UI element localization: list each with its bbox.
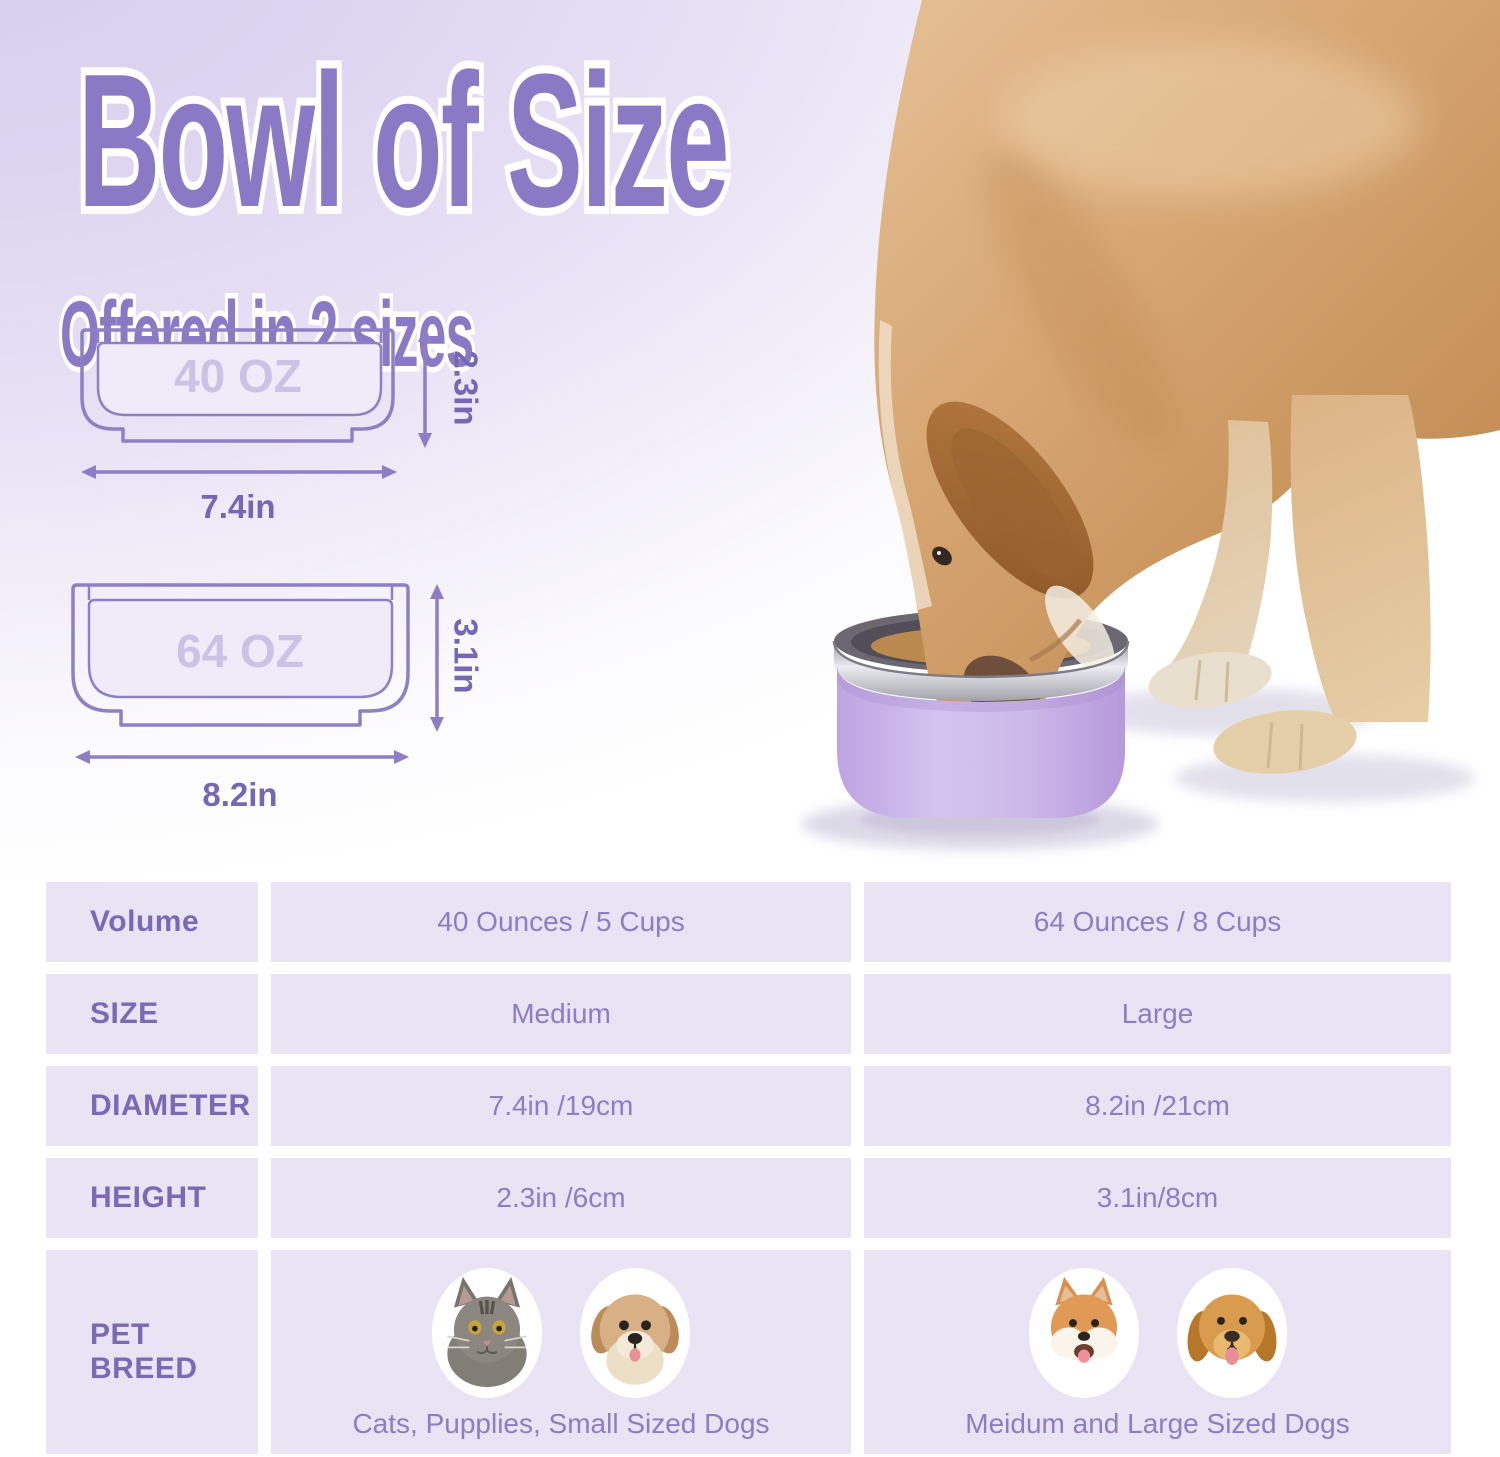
golden-retriever-photo xyxy=(1176,1268,1287,1398)
diameter-value-large: 8.2in /21cm xyxy=(864,1066,1451,1146)
cell-text: 7.4in /19cm xyxy=(488,1090,634,1121)
table-row-pet-breed: PET BREED xyxy=(46,1250,1451,1454)
bowl-rim-top-edge xyxy=(832,640,1130,679)
page-title: Bowl of Size Bowl of Size xyxy=(73,35,898,256)
spec-table: Volume 40 Ounces / 5 Cups 64 Ounces / 8 … xyxy=(46,882,1451,1457)
cell-text: 40 Ounces / 5 Cups xyxy=(437,906,685,937)
row-label-text: HEIGHT xyxy=(90,1181,207,1214)
bowl-steel-rim xyxy=(834,641,1128,701)
bowl-lavender-body xyxy=(837,666,1125,818)
cell-text: Medium xyxy=(511,998,611,1029)
havanese-puppy-photo xyxy=(579,1268,691,1398)
bowl-outline xyxy=(80,328,395,443)
pet-breed-caption-medium: Cats, Pupplies, Small Sized Dogs xyxy=(352,1408,770,1439)
row-label-volume: Volume xyxy=(46,882,258,962)
table-row-diameter: DIAMETER 7.4in /19cm 8.2in /21cm xyxy=(46,1066,1451,1146)
dog-near-leg xyxy=(1290,395,1431,722)
table-row-size: SIZE Medium Large xyxy=(46,974,1451,1054)
dog-ear-inner-shade xyxy=(951,428,1077,580)
pet-breed-cell-large: Meidum and Large Sized Dogs xyxy=(864,1250,1451,1454)
lavender-bowl xyxy=(832,640,1130,818)
volume-watermark: 40 OZ xyxy=(174,350,302,402)
dog-eye xyxy=(932,546,952,566)
row-label-text: SIZE xyxy=(90,997,159,1030)
dog-eye-highlight xyxy=(937,551,941,555)
pet-photos-medium xyxy=(431,1268,691,1398)
row-label-size: SIZE xyxy=(46,974,258,1054)
volume-value-large: 64 Ounces / 8 Cups xyxy=(864,882,1451,962)
bowl-diagram-64oz: 64 OZ 3.1in 8.2in xyxy=(71,583,484,813)
dog-far-paw xyxy=(1148,651,1272,709)
width-dimension-arrow xyxy=(81,465,397,479)
dog-paw-toe-lines xyxy=(1194,659,1304,771)
width-dimension-label: 7.4in xyxy=(200,488,275,525)
size-value-medium: Medium xyxy=(271,974,851,1054)
row-label-text: Volume xyxy=(90,905,200,938)
height-value-large: 3.1in/8cm xyxy=(864,1158,1451,1238)
dog-neck-shading xyxy=(985,150,1175,450)
volume-value-medium: 40 Ounces / 5 Cups xyxy=(271,882,851,962)
row-label-text: PET BREED xyxy=(90,1318,198,1385)
cell-text: 2.3in /6cm xyxy=(496,1182,626,1213)
row-label-diameter: DIAMETER xyxy=(46,1066,258,1146)
dog-far-leg xyxy=(1158,420,1273,700)
dog-near-paw xyxy=(1213,710,1357,774)
height-dimension-arrow xyxy=(418,327,432,448)
table-row-volume: Volume 40 Ounces / 5 Cups 64 Ounces / 8 … xyxy=(46,882,1451,962)
cell-text: 8.2in /21cm xyxy=(1085,1090,1230,1121)
pet-breed-cell-medium: Cats, Pupplies, Small Sized Dogs xyxy=(271,1250,851,1454)
dog-chin-patch xyxy=(1045,585,1115,675)
height-dimension-arrow xyxy=(430,584,444,732)
row-label-text: DIAMETER xyxy=(90,1089,251,1122)
diameter-value-medium: 7.4in /19cm xyxy=(271,1066,851,1146)
dog-back-highlight xyxy=(1000,40,1420,200)
cell-text: Large xyxy=(1121,998,1194,1029)
pet-breed-caption-large: Meidum and Large Sized Dogs xyxy=(965,1408,1350,1439)
dog-forehead-blaze xyxy=(878,320,932,610)
hero-photo-dog-eating-from-bowl xyxy=(802,0,1500,850)
page-title-outline: Bowl of Size xyxy=(73,35,734,247)
pet-photos-large xyxy=(1028,1268,1288,1398)
volume-watermark: 64 OZ xyxy=(176,625,304,677)
page-title-text: Bowl of Size xyxy=(78,35,730,247)
bowl-inner-panel xyxy=(96,341,383,417)
bowl-diagram-40oz: 40 OZ 2.3in 7.4in xyxy=(80,327,484,525)
height-value-medium: 2.3in /6cm xyxy=(271,1158,851,1238)
bowl-body-contact-shade xyxy=(837,666,1125,712)
table-row-height: HEIGHT 2.3in /6cm 3.1in/8cm xyxy=(46,1158,1451,1238)
size-value-large: Large xyxy=(864,974,1451,1054)
cell-text: 3.1in/8cm xyxy=(1096,1182,1219,1213)
dog-mouth-line xyxy=(1028,618,1082,663)
width-dimension-arrow xyxy=(75,750,409,764)
bowl-inner-panel xyxy=(87,598,394,699)
cell-text: 64 Ounces / 8 Cups xyxy=(1033,906,1282,937)
height-dimension-label: 3.1in xyxy=(447,618,484,693)
maine-coon-cat-photo xyxy=(431,1268,543,1398)
row-label-pet-breed: PET BREED xyxy=(46,1250,258,1454)
row-label-height: HEIGHT xyxy=(46,1158,258,1238)
bowl-outline xyxy=(71,583,410,727)
dog xyxy=(874,0,1500,774)
height-dimension-label: 2.3in xyxy=(447,350,484,425)
width-dimension-label: 8.2in xyxy=(202,776,277,813)
shiba-inu-photo xyxy=(1028,1268,1139,1398)
